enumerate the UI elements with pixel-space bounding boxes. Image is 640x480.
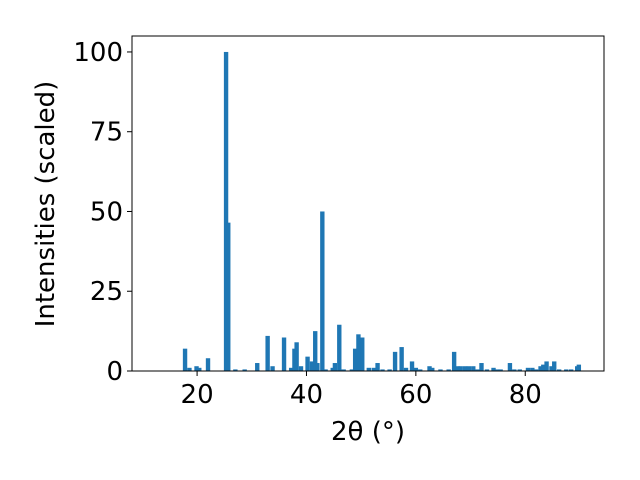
bar [205, 358, 211, 371]
bar [430, 367, 435, 371]
bar [313, 331, 318, 371]
bar [387, 369, 392, 371]
bar [332, 363, 338, 371]
bar [462, 366, 468, 371]
bar [455, 366, 460, 371]
x-tick-label: 60 [399, 380, 432, 410]
bar [298, 366, 304, 371]
bar [403, 367, 409, 371]
bar [568, 369, 574, 371]
bar [517, 369, 522, 371]
bar [305, 356, 310, 371]
bar [360, 337, 365, 371]
bar [549, 366, 554, 371]
bar [475, 369, 480, 371]
y-tick-label: 50 [90, 197, 123, 227]
bar [471, 366, 476, 371]
bar [418, 369, 423, 371]
bar [507, 363, 513, 371]
bar [320, 211, 325, 371]
bar [197, 367, 202, 371]
bar [458, 366, 463, 371]
bar [337, 324, 342, 371]
y-tick-label: 100 [73, 38, 123, 68]
bar [182, 348, 188, 371]
bar [323, 369, 328, 371]
bar [576, 364, 582, 371]
bar [281, 337, 287, 371]
bar [556, 369, 562, 371]
bar [309, 361, 315, 371]
y-tick-label: 25 [90, 277, 123, 307]
bar [194, 366, 199, 371]
y-axis-label: Intensities (scaled) [31, 81, 61, 328]
x-tick-label: 40 [290, 380, 323, 410]
bar [294, 342, 299, 371]
bar [498, 369, 503, 371]
bar [484, 369, 490, 371]
bar [544, 361, 549, 371]
bar [375, 363, 380, 371]
bar [226, 222, 231, 371]
bar [446, 369, 451, 371]
bar [541, 364, 546, 371]
x-axis-label: 2θ (°) [331, 417, 405, 447]
bar [265, 335, 270, 371]
bar [349, 369, 355, 371]
bar [187, 367, 192, 371]
bar [495, 369, 500, 371]
bar [356, 334, 361, 371]
bar [341, 369, 346, 371]
bar [315, 363, 320, 371]
bar [533, 369, 539, 371]
bar [270, 366, 275, 371]
bar [525, 367, 531, 371]
bar [479, 363, 484, 371]
bar [552, 361, 557, 371]
bar [427, 366, 432, 371]
plot-frame [131, 35, 605, 372]
bar [371, 367, 376, 371]
bar [292, 348, 297, 371]
x-tick-label: 80 [509, 380, 542, 410]
x-tick-label: 20 [181, 380, 214, 410]
bar [399, 347, 404, 371]
bar [451, 351, 457, 371]
bar [223, 51, 229, 371]
bar [413, 367, 419, 371]
bar [255, 363, 260, 371]
y-tick-label: 0 [106, 357, 123, 387]
bar [242, 369, 247, 371]
y-tick-label: 75 [90, 118, 123, 148]
bar [352, 348, 358, 371]
bar [530, 367, 535, 371]
bar [380, 369, 385, 371]
bar [366, 367, 372, 371]
bar [233, 369, 238, 371]
bar [392, 351, 398, 371]
bar [564, 369, 569, 371]
bar [538, 366, 543, 371]
bar [438, 369, 443, 371]
bar [512, 369, 517, 371]
bar [409, 361, 415, 371]
bar [466, 366, 472, 371]
bar [491, 367, 496, 371]
bar [288, 367, 294, 371]
